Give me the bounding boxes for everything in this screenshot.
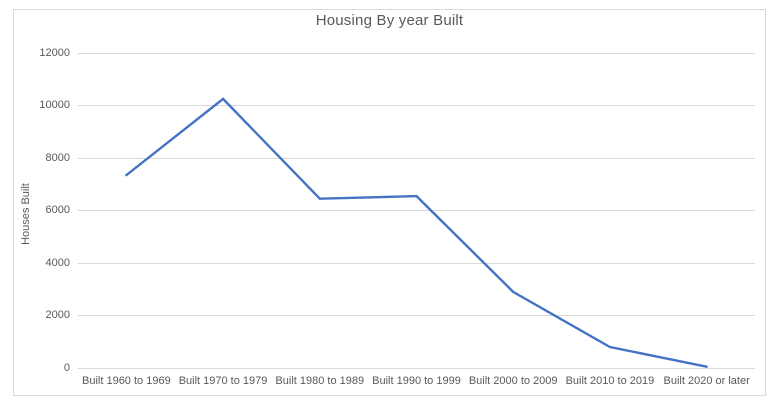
gridline <box>78 262 755 264</box>
x-axis-line <box>78 367 755 369</box>
x-category-label: Built 1990 to 1999 <box>372 375 461 387</box>
x-category-label: Built 2010 to 2019 <box>565 375 655 387</box>
data-line <box>125 97 708 368</box>
chart-frame <box>13 9 766 396</box>
gridline <box>78 52 755 54</box>
y-tick-label: 0 <box>63 361 70 374</box>
y-tick-label: 8000 <box>45 151 70 164</box>
x-category-label: Built 2020 or later <box>663 375 750 387</box>
y-tick-label: 4000 <box>45 256 70 269</box>
x-category-label: Built 1960 to 1969 <box>82 375 171 387</box>
x-category-label: Built 2000 to 2009 <box>468 375 558 387</box>
chart-title: Housing By year Built <box>315 12 464 29</box>
x-category-label: Built 1970 to 1979 <box>178 375 268 387</box>
y-tick-label: 2000 <box>45 309 70 321</box>
y-tick-label: 10000 <box>39 99 70 111</box>
x-category-label: Built 1980 to 1989 <box>275 375 365 387</box>
gridline <box>78 210 755 211</box>
gridline <box>78 105 755 106</box>
y-tick-label: 6000 <box>45 204 70 216</box>
gridline <box>78 315 755 316</box>
y-tick-label: 12000 <box>39 46 70 59</box>
gridline <box>78 157 755 159</box>
